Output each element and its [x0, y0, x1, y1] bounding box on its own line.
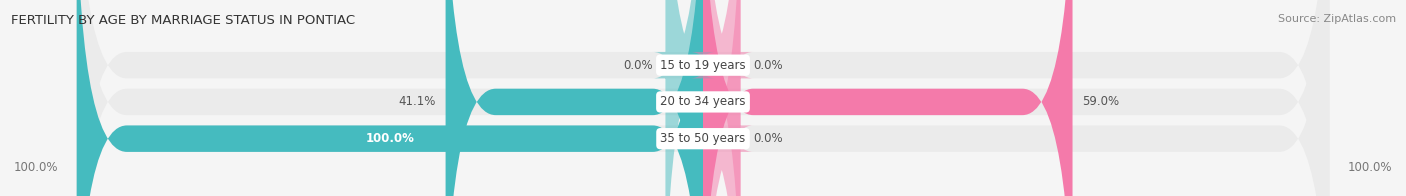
- FancyBboxPatch shape: [446, 0, 703, 196]
- FancyBboxPatch shape: [77, 0, 1329, 196]
- FancyBboxPatch shape: [690, 0, 754, 196]
- FancyBboxPatch shape: [690, 0, 754, 196]
- Text: 15 to 19 years: 15 to 19 years: [661, 59, 745, 72]
- Text: 100.0%: 100.0%: [14, 162, 59, 174]
- FancyBboxPatch shape: [652, 0, 716, 196]
- FancyBboxPatch shape: [703, 0, 1073, 196]
- Text: 35 to 50 years: 35 to 50 years: [661, 132, 745, 145]
- Text: 0.0%: 0.0%: [754, 59, 783, 72]
- Text: 41.1%: 41.1%: [399, 95, 436, 108]
- Text: 59.0%: 59.0%: [1083, 95, 1119, 108]
- Text: 100.0%: 100.0%: [1347, 162, 1392, 174]
- FancyBboxPatch shape: [77, 0, 1329, 196]
- Text: 20 to 34 years: 20 to 34 years: [661, 95, 745, 108]
- FancyBboxPatch shape: [77, 0, 1329, 196]
- Text: 0.0%: 0.0%: [623, 59, 652, 72]
- Text: Source: ZipAtlas.com: Source: ZipAtlas.com: [1278, 14, 1396, 24]
- Text: FERTILITY BY AGE BY MARRIAGE STATUS IN PONTIAC: FERTILITY BY AGE BY MARRIAGE STATUS IN P…: [11, 14, 356, 27]
- FancyBboxPatch shape: [77, 0, 703, 196]
- Text: 100.0%: 100.0%: [366, 132, 415, 145]
- Text: 0.0%: 0.0%: [754, 132, 783, 145]
